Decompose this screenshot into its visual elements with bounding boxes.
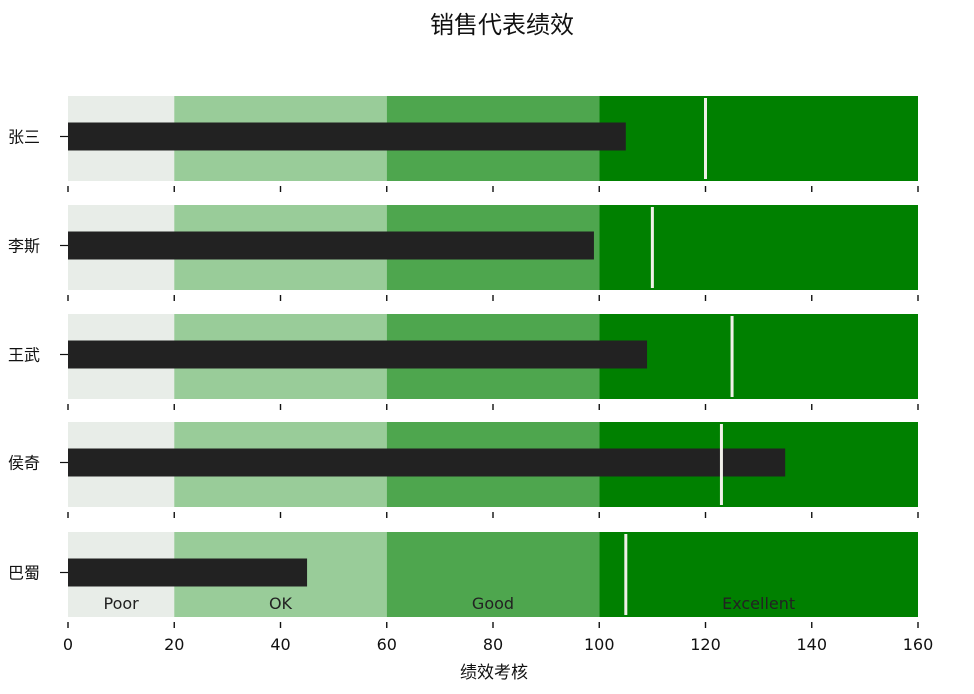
- chart-row: 王武: [8, 314, 919, 410]
- x-tick-label: 140: [796, 635, 827, 654]
- x-tick-label: 120: [690, 635, 721, 654]
- range-label-excellent: Excellent: [722, 594, 795, 613]
- x-axis: 0 20 40 60 80 100 120 140 160: [63, 622, 933, 654]
- chart-title: 销售代表绩效: [430, 11, 574, 39]
- target-marker: [624, 534, 628, 615]
- range-label-poor: Poor: [104, 594, 140, 613]
- value-bar: [68, 558, 308, 587]
- category-label: 王武: [8, 346, 40, 365]
- x-tick-label: 100: [584, 635, 615, 654]
- chart-row: 张三: [8, 96, 919, 192]
- target-marker: [719, 424, 723, 505]
- chart-row: 李斯: [8, 205, 919, 301]
- value-bar: [68, 448, 786, 477]
- range-label-ok: OK: [269, 594, 293, 613]
- target-marker: [730, 316, 734, 397]
- range-band-excellent: [599, 532, 918, 617]
- target-marker: [704, 98, 707, 179]
- x-tick-label: 0: [63, 635, 73, 654]
- range-band-excellent: [599, 314, 918, 399]
- x-axis-label: 绩效考核: [460, 663, 528, 683]
- category-label: 侯奇: [8, 454, 40, 473]
- x-tick-label: 20: [164, 635, 184, 654]
- chart-row: 侯奇: [8, 422, 919, 518]
- category-label: 巴蜀: [8, 564, 40, 583]
- value-bar: [68, 340, 648, 369]
- x-tick-label: 60: [377, 635, 397, 654]
- category-label: 张三: [8, 128, 40, 147]
- range-band-excellent: [599, 96, 918, 181]
- range-band-excellent: [599, 205, 918, 290]
- range-band-good: [386, 532, 600, 617]
- x-tick-label: 80: [483, 635, 503, 654]
- x-tick-label: 160: [903, 635, 934, 654]
- category-label: 李斯: [8, 237, 40, 256]
- target-marker: [650, 207, 654, 288]
- range-label-good: Good: [472, 594, 514, 613]
- value-bar: [68, 122, 626, 151]
- value-bar: [68, 231, 594, 260]
- chart-row: 巴蜀 Poor OK Good Excellent: [8, 532, 918, 617]
- x-tick-label: 40: [270, 635, 290, 654]
